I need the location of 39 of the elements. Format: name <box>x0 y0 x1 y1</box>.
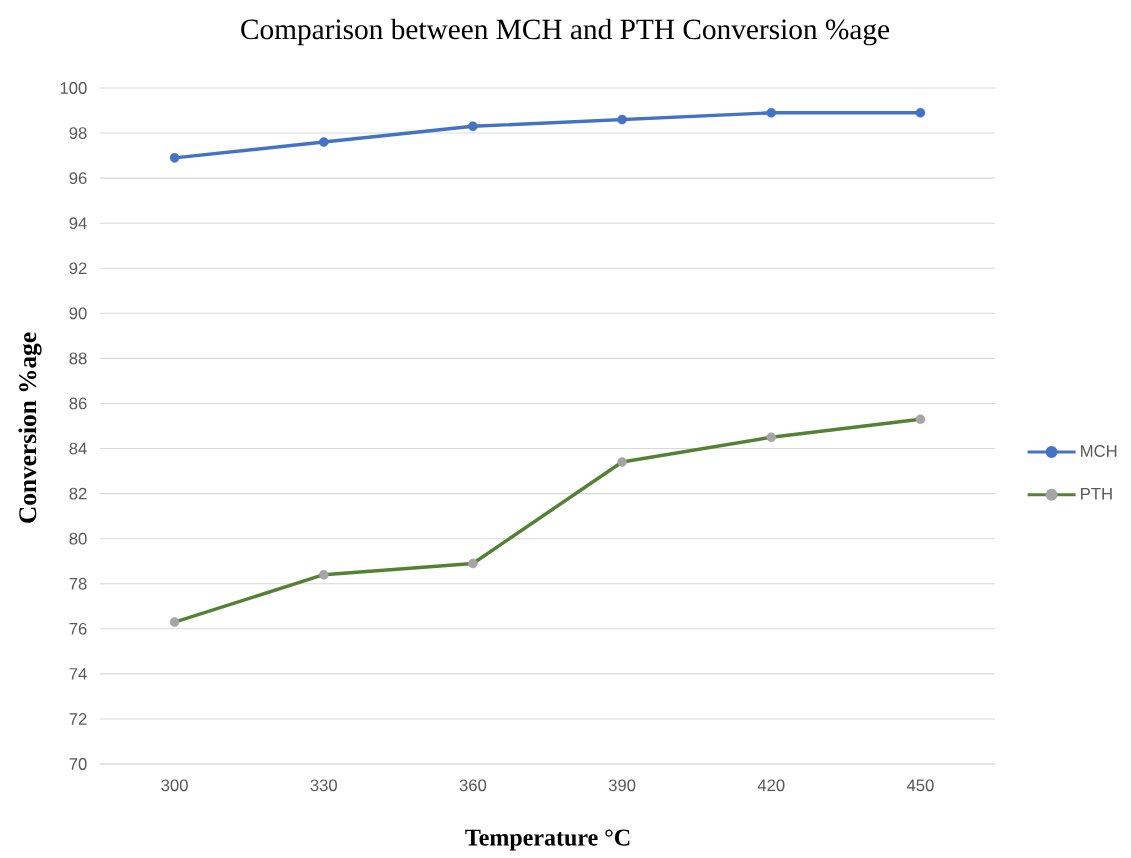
y-tick-label: 92 <box>69 262 87 275</box>
legend-label: MCH <box>1081 445 1117 457</box>
y-tick-label: 76 <box>69 622 87 635</box>
point <box>766 432 777 443</box>
y-tick-label: 94 <box>69 217 87 230</box>
point <box>169 153 180 163</box>
point <box>766 107 777 118</box>
y-tick-label: 88 <box>69 352 87 365</box>
y-tick-label: 86 <box>69 397 87 410</box>
point <box>318 569 329 580</box>
y-tick-label: 82 <box>69 487 87 500</box>
point <box>915 414 926 425</box>
point <box>617 114 627 125</box>
y-tick-label: 98 <box>69 127 87 139</box>
y-tick-label: 84 <box>69 442 87 455</box>
point <box>318 137 329 147</box>
y-tick-label: 74 <box>69 668 87 680</box>
y-tick-label: 70 <box>69 758 87 770</box>
point <box>617 457 627 467</box>
x-tick-label: 330 <box>310 779 337 792</box>
chart-title: Comparison between MCH and PTH Conversion %age <box>241 18 890 46</box>
x-tick-label: 420 <box>757 779 785 792</box>
y-tick-label: 90 <box>69 307 87 320</box>
y-tick-label: 72 <box>69 713 87 725</box>
y-tick-label: 78 <box>69 577 87 590</box>
point <box>468 558 478 569</box>
x-tick-label: 360 <box>459 779 487 792</box>
y-tick-label: 96 <box>69 172 87 185</box>
x-tick-label: 300 <box>161 779 188 792</box>
x-tick-label: 390 <box>608 779 636 792</box>
point <box>468 121 478 132</box>
y-tick-label: 80 <box>69 532 87 545</box>
point <box>915 107 926 118</box>
legend-label: PTH <box>1081 488 1112 500</box>
y-axis-title: Conversion %age <box>18 332 42 523</box>
y-tick-label: 100 <box>60 82 87 94</box>
x-tick-label: 450 <box>906 779 934 792</box>
point <box>169 617 180 627</box>
x-axis-title: Temperature °C <box>465 829 630 851</box>
